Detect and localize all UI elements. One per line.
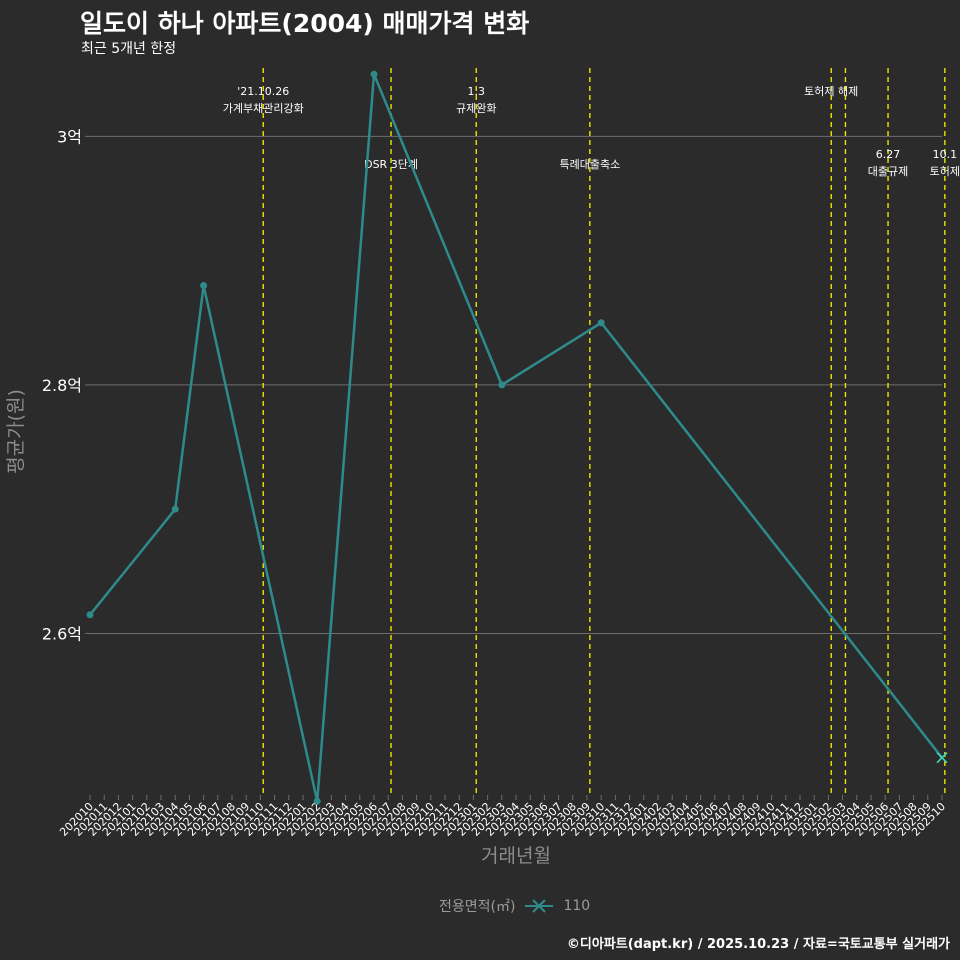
data-point	[370, 70, 378, 78]
legend-label: 110	[563, 898, 591, 914]
event-label: 규제완화	[456, 102, 496, 115]
data-point-marker	[936, 752, 948, 764]
source-caption: ©디아파트(dapt.kr) / 2025.10.23 / 자료=국토교통부 실…	[566, 937, 950, 952]
y-tick-label: 3억	[57, 127, 82, 146]
event-label: 10.1	[933, 148, 958, 161]
event-label: '21.10.26	[237, 85, 289, 98]
event-label: 대출규제	[868, 165, 908, 178]
data-point	[498, 381, 506, 389]
chart-subtitle: 최근 5개년 한정	[81, 41, 177, 57]
legend-title: 전용면적(㎡)	[439, 899, 516, 915]
chart-title: 일도이 하나 아파트(2004) 매매가격 변화	[80, 9, 530, 38]
x-axis-title: 거래년월	[481, 845, 551, 867]
legend-key-icon	[525, 899, 554, 913]
event-label: 6.27	[876, 148, 901, 161]
legend: 전용면적(㎡) 110	[439, 896, 590, 916]
y-axis-title: 평균가(원)	[5, 389, 27, 474]
event-label: 토허제 해제	[804, 84, 858, 98]
data-point	[171, 505, 179, 513]
event-label: 특례대출축소	[559, 158, 620, 171]
event-label: 1.3	[467, 85, 485, 98]
data-point	[86, 611, 94, 619]
data-point	[313, 797, 321, 805]
y-tick-label: 2.6억	[42, 624, 82, 643]
y-tick-label: 2.8억	[42, 376, 82, 395]
price-line	[89, 72, 943, 803]
event-label: 가계부채관리강화	[223, 102, 304, 115]
data-point	[597, 319, 605, 327]
event-label: 토허제	[930, 165, 960, 178]
data-point	[200, 281, 208, 289]
event-label: DSR 3단계	[364, 158, 418, 171]
